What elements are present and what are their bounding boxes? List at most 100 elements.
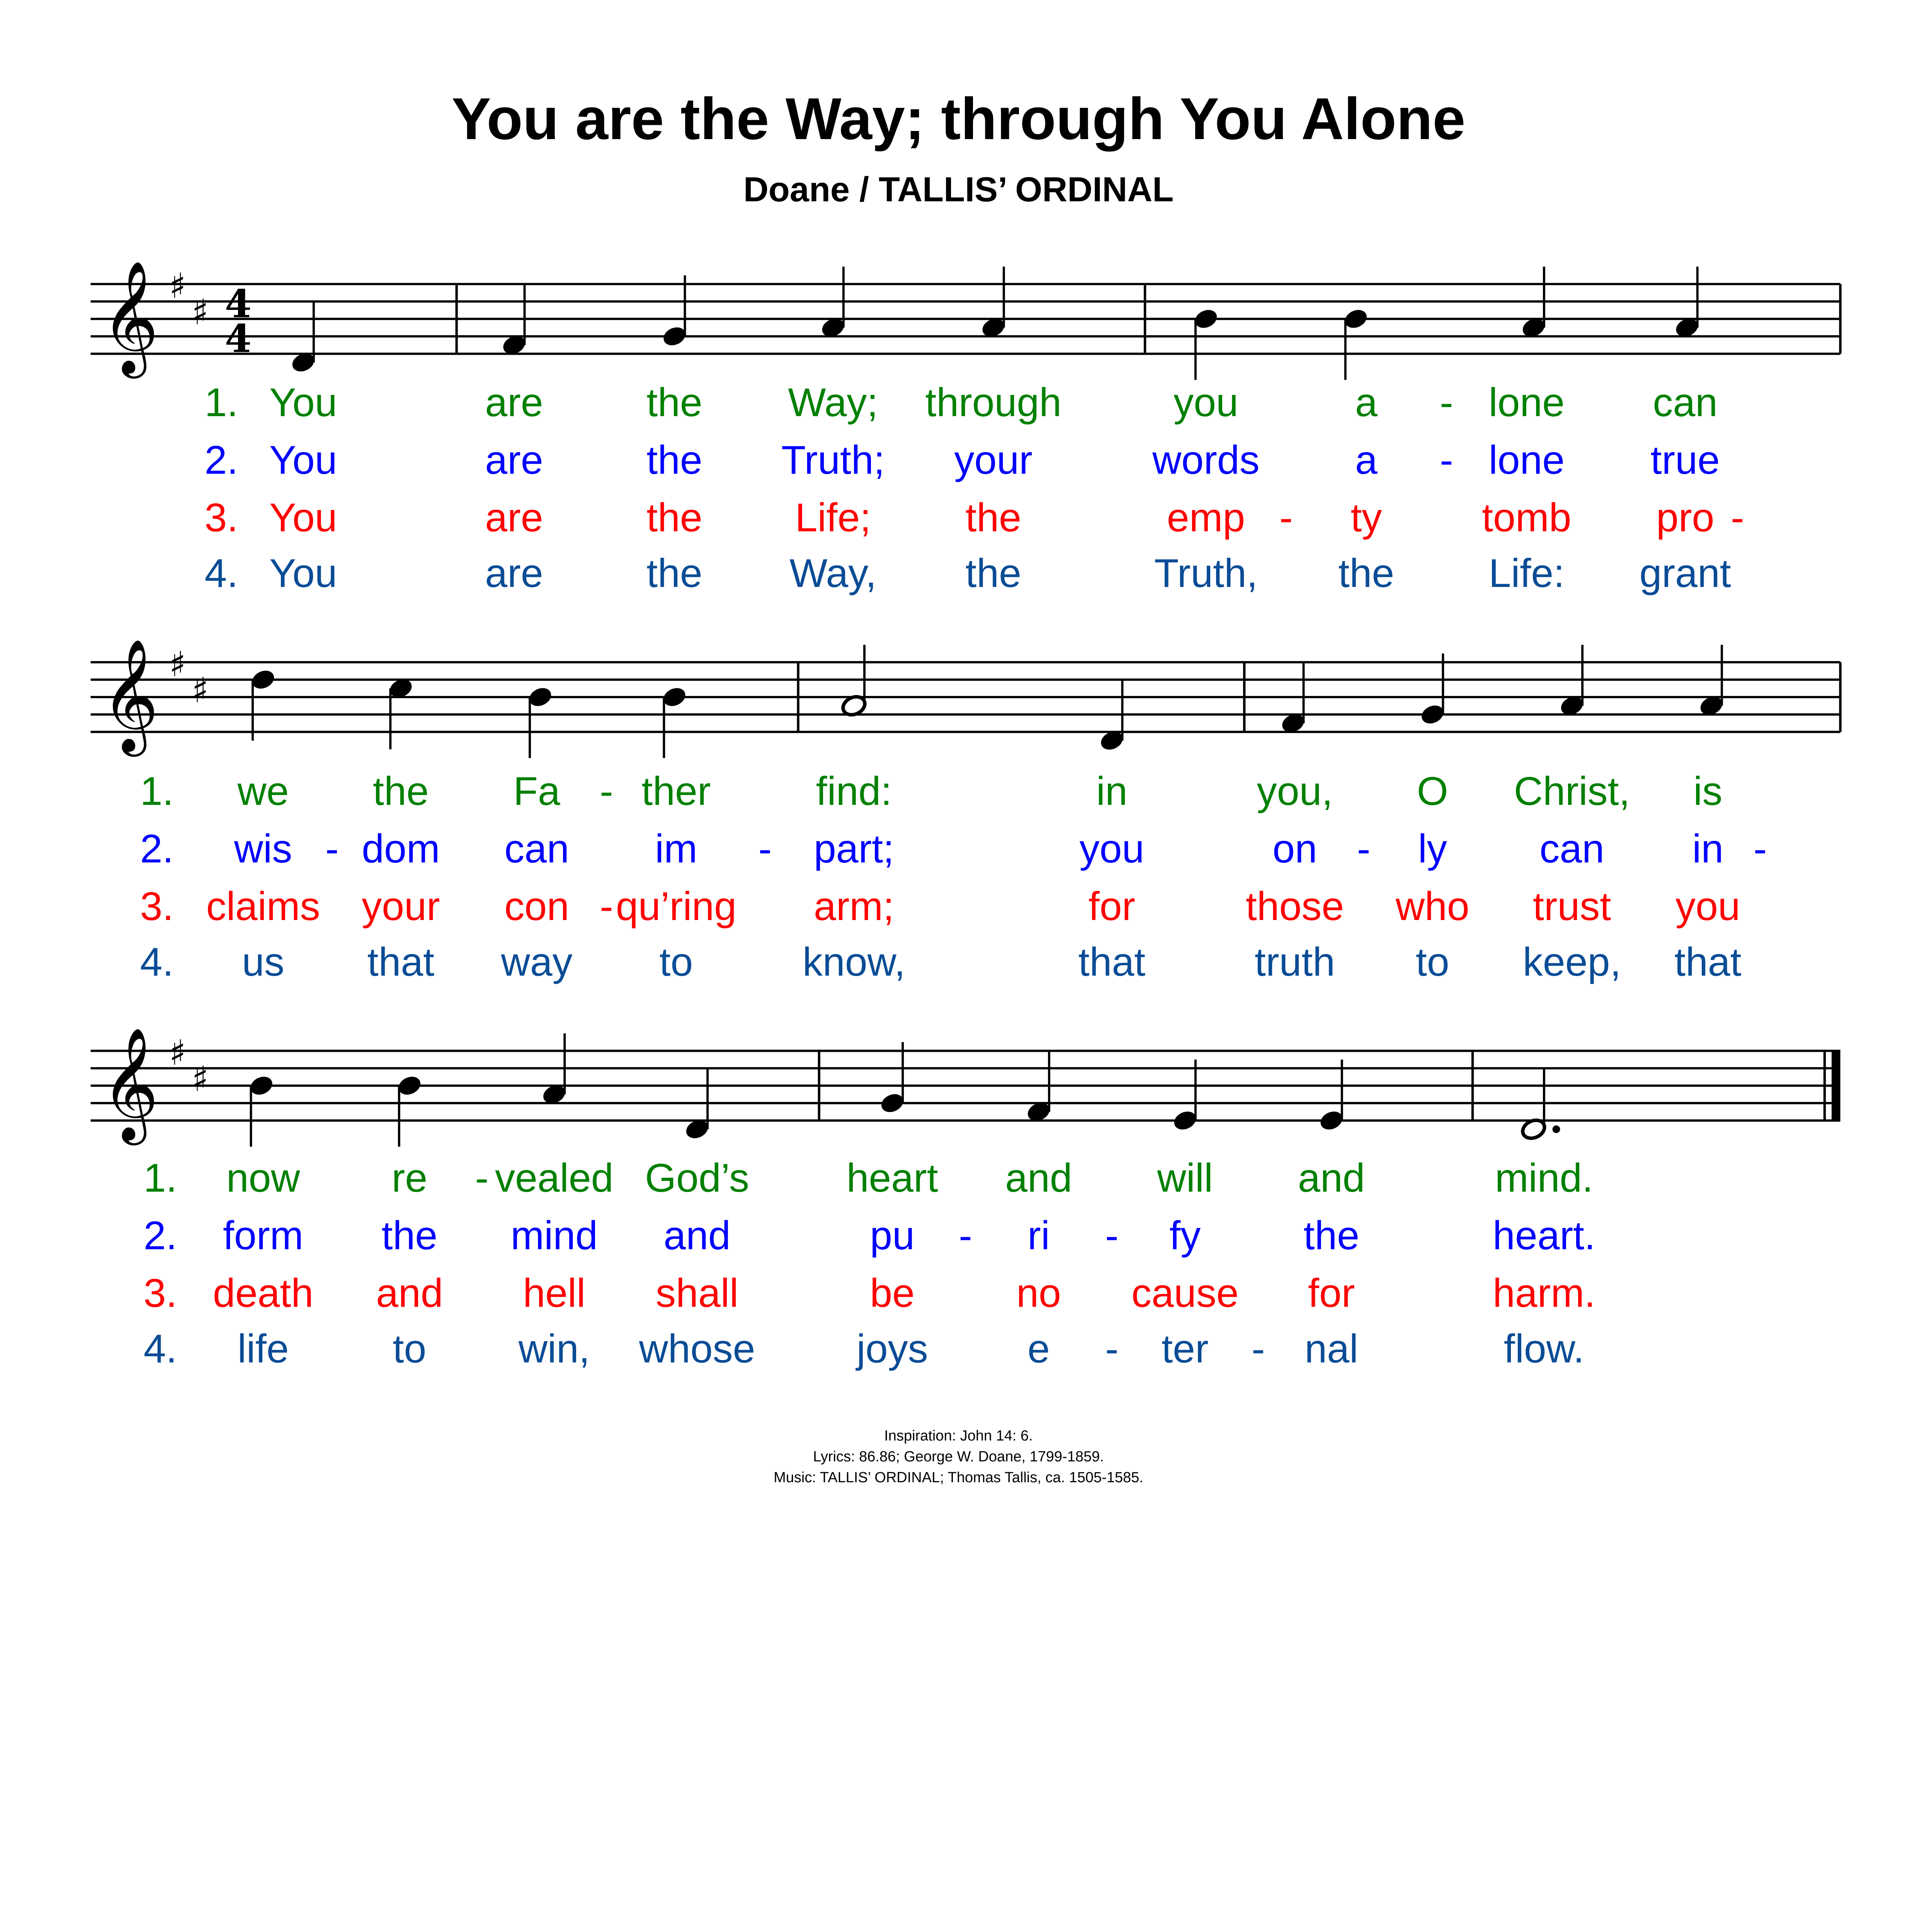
syllable-text: way: [501, 939, 573, 985]
syllable-text: we: [237, 769, 289, 814]
syllable-text: arm;: [813, 884, 894, 929]
syllable-text: and: [1005, 1156, 1072, 1201]
credits-footer: Inspiration: John 14: 6. Lyrics: 86.86; …: [0, 1425, 1917, 1488]
notehead: [881, 1094, 903, 1112]
syllable-text: are: [485, 438, 543, 483]
syllable-text: to: [1415, 939, 1449, 985]
syllable-text: whose: [639, 1327, 755, 1372]
notehead: [252, 670, 274, 689]
notehead: [1282, 714, 1304, 732]
syllable-text: im: [655, 826, 697, 871]
syllable-text: grant: [1639, 551, 1731, 596]
lyric-hyphen: -: [475, 1156, 489, 1201]
sharp-icon: ♯: [169, 644, 186, 685]
syllable-text: that: [1674, 939, 1742, 985]
lyric-hyphen: -: [1439, 438, 1453, 483]
notehead: [250, 1077, 272, 1095]
syllable-text: mind.: [1495, 1156, 1594, 1201]
syllable-text: to: [393, 1327, 427, 1372]
syllable-text: be: [870, 1270, 915, 1316]
syllable-text: death: [213, 1270, 314, 1316]
syllable-text: life: [237, 1327, 289, 1372]
syllable-text: can: [1653, 380, 1718, 425]
verse-number: 2.: [140, 826, 174, 871]
syllable-text: flow.: [1504, 1327, 1584, 1372]
treble-clef-icon: 𝄞: [101, 1027, 159, 1146]
syllable-text: ly: [1418, 826, 1447, 871]
syllable-text: truth: [1254, 939, 1335, 985]
syllable-text: the: [646, 380, 703, 425]
syllable-text: ter: [1162, 1327, 1209, 1372]
syllable-text: now: [226, 1156, 300, 1201]
notehead: [390, 679, 412, 697]
syllable-text: e: [1027, 1327, 1050, 1372]
syllable-text: find:: [816, 769, 892, 814]
syllable-text: Fa: [513, 769, 560, 814]
sharp-icon: ♯: [192, 1059, 209, 1099]
music-credit: Music: TALLIS’ ORDINAL; Thomas Tallis, c…: [774, 1469, 1143, 1486]
lyric-hyphen: -: [758, 826, 772, 871]
syllable-text: wis: [234, 826, 293, 871]
notehead: [503, 336, 525, 354]
syllable-text: the: [965, 551, 1021, 596]
lyric-hyphen: -: [325, 826, 339, 871]
syllable-text: us: [242, 939, 284, 985]
syllable-text: ty: [1351, 495, 1382, 540]
syllable-text: can: [504, 826, 569, 871]
syllable-text: through: [925, 380, 1062, 425]
syllable-text: joys: [856, 1327, 928, 1372]
notehead: [1422, 705, 1444, 724]
syllable-text: emp: [1167, 495, 1245, 540]
notehead: [1101, 731, 1123, 750]
syllable-text: you,: [1257, 769, 1333, 814]
notehead: [982, 318, 1004, 337]
syllable-text: can: [1539, 826, 1604, 871]
lyric-hyphen: -: [1105, 1327, 1119, 1372]
syllable-text: the: [1303, 1213, 1359, 1258]
lyric-hyphen: -: [600, 884, 613, 929]
notehead: [1676, 318, 1698, 337]
lyric-hyphen: -: [1731, 495, 1744, 540]
syllable-text: vealed: [495, 1156, 614, 1201]
staff-systems: 𝄞 ♯♯ 44𝄞 ♯♯𝄞 ♯♯: [90, 260, 1842, 1147]
syllable-text: are: [485, 380, 543, 425]
syllable-text: who: [1395, 884, 1470, 929]
treble-clef-icon: 𝄞: [101, 260, 159, 379]
syllable-text: that: [367, 939, 435, 985]
verse-number: 2.: [204, 438, 238, 483]
notehead: [529, 688, 551, 706]
syllable-text: You: [269, 380, 337, 425]
syllable-text: harm.: [1492, 1270, 1596, 1316]
syllable-text: your: [362, 884, 440, 929]
notehead: [1320, 1111, 1342, 1130]
syllable-text: you: [1079, 826, 1145, 871]
notehead: [1522, 318, 1544, 337]
syllable-text: will: [1157, 1156, 1213, 1201]
syllable-text: are: [485, 551, 543, 596]
sheet-music-page: You are the Way; through You Alone Doane…: [0, 86, 1917, 1488]
syllable-text: Truth;: [781, 438, 885, 483]
syllable-text: to: [659, 939, 693, 985]
sharp-icon: ♯: [192, 292, 209, 333]
notehead: [1195, 310, 1217, 328]
lyric-hyphen: -: [1357, 826, 1371, 871]
sharp-icon: ♯: [169, 1033, 186, 1073]
syllable-text: in: [1096, 769, 1128, 814]
syllable-text: on: [1272, 826, 1317, 871]
hymn-title: You are the Way; through You Alone: [451, 86, 1466, 152]
notehead: [663, 327, 685, 345]
syllable-text: Life:: [1488, 551, 1565, 596]
notehead: [1174, 1111, 1196, 1130]
syllable-text: a: [1355, 438, 1378, 483]
notehead: [822, 318, 844, 337]
syllable-text: Way,: [789, 551, 877, 596]
hymn-subtitle: Doane / TALLIS’ ORDINAL: [743, 170, 1174, 209]
verse-number: 3.: [143, 1270, 177, 1316]
syllable-text: the: [381, 1213, 438, 1258]
syllable-text: You: [269, 495, 337, 540]
syllable-text: claims: [206, 884, 320, 929]
syllable-text: heart: [846, 1156, 938, 1201]
lyric-hyphen: -: [1439, 380, 1453, 425]
lyrics-credit: Lyrics: 86.86; George W. Doane, 1799-185…: [813, 1449, 1104, 1465]
verse-number: 1.: [204, 380, 238, 425]
